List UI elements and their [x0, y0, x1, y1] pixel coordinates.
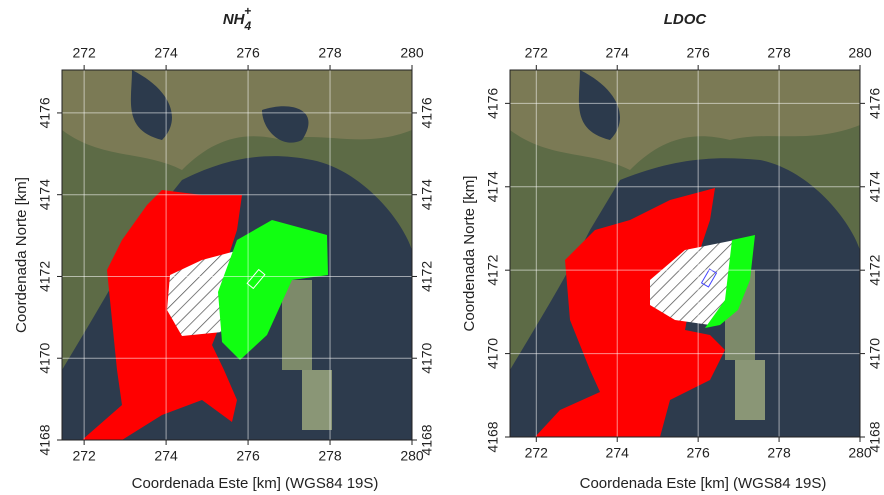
x-axis-label: Coordenada Este [km] (WGS84 19S)	[132, 475, 379, 492]
panel-title: NH4+	[223, 4, 252, 33]
y-tick-label: 4176	[485, 88, 501, 119]
map-left	[62, 70, 412, 440]
figure: 272 272 274 274 276 276 278 278 280 280 4168 4168 41…	[0, 0, 884, 495]
x-axis-label: Coordenada Este [km] (WGS84 19S)	[580, 475, 827, 492]
x-tick-label: 276	[236, 45, 260, 61]
y-tick-label: 4168	[867, 421, 883, 452]
x-tick-label: 272	[72, 448, 96, 464]
title-sub: 4	[243, 19, 251, 33]
x-tick-label: 280	[400, 45, 424, 61]
x-tick-label: 274	[154, 45, 178, 61]
x-tick-label: 280	[848, 45, 872, 61]
title-base: LDOC	[664, 11, 708, 28]
y-tick-label: 4172	[419, 261, 435, 292]
y-tick-label: 4174	[485, 171, 501, 202]
x-tick-label: 276	[236, 448, 260, 464]
x-tick-label: 274	[606, 45, 630, 61]
y-axis-label: Coordenada Norte [km]	[461, 176, 478, 332]
x-tick-label: 272	[525, 45, 549, 61]
y-tick-label: 4170	[485, 338, 501, 369]
y-tick-label: 4176	[37, 97, 53, 128]
y-tick-label: 4174	[867, 171, 883, 202]
y-tick-label: 4176	[867, 88, 883, 119]
y-tick-label: 4176	[419, 97, 435, 128]
x-tick-label: 276	[686, 45, 710, 61]
y-axis-label: Coordenada Norte [km]	[13, 177, 30, 333]
x-tick-label: 278	[318, 45, 342, 61]
y-tick-label: 4170	[419, 342, 435, 373]
panel-title: LDOC	[664, 11, 708, 28]
x-tick-label: 274	[154, 448, 178, 464]
y-tick-label: 4168	[485, 421, 501, 452]
y-tick-label: 4172	[867, 254, 883, 285]
y-tick-label: 4168	[419, 424, 435, 455]
y-tick-label: 4170	[37, 342, 53, 373]
x-tick-label: 278	[318, 448, 342, 464]
x-tick-label: 272	[72, 45, 96, 61]
y-tick-label: 4172	[485, 254, 501, 285]
y-tick-label: 4172	[37, 261, 53, 292]
x-tick-label: 274	[606, 445, 630, 461]
x-tick-label: 278	[767, 45, 791, 61]
y-tick-label: 4170	[867, 338, 883, 369]
y-tick-label: 4174	[419, 179, 435, 210]
map-right	[510, 70, 860, 437]
x-tick-label: 276	[686, 445, 710, 461]
x-tick-label: 272	[525, 445, 549, 461]
x-tick-label: 278	[767, 445, 791, 461]
title-base: NH	[223, 11, 246, 28]
y-tick-label: 4168	[37, 424, 53, 455]
y-tick-label: 4174	[37, 179, 53, 210]
title-sup: +	[244, 4, 251, 18]
